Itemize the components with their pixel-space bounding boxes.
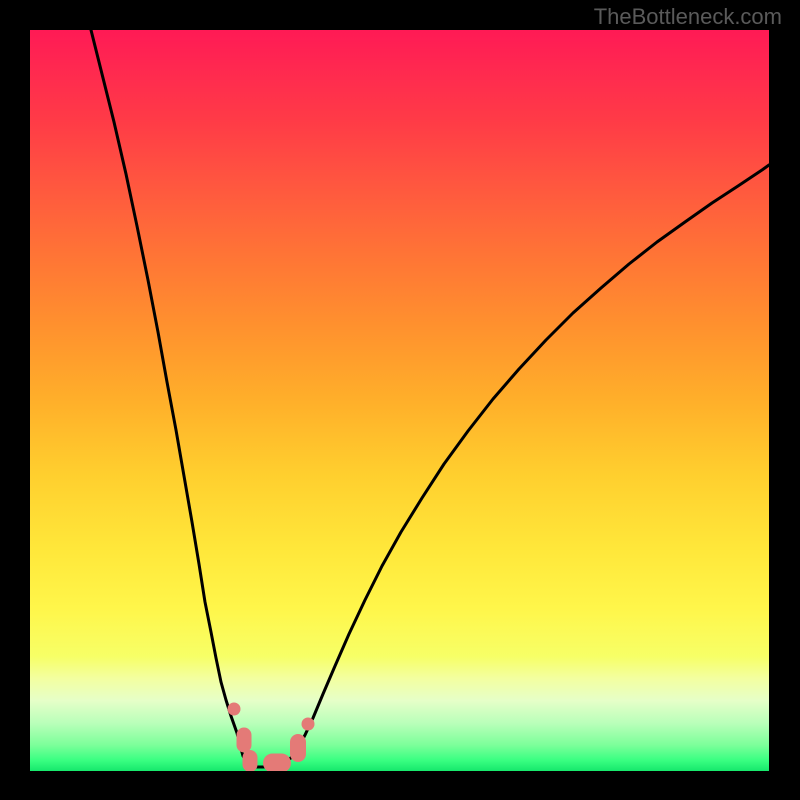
data-marker-4 xyxy=(290,734,306,762)
curve-left-branch xyxy=(91,30,293,767)
data-marker-0 xyxy=(228,703,241,716)
data-marker-1 xyxy=(237,728,252,753)
data-marker-5 xyxy=(302,718,315,731)
plot-area xyxy=(30,30,769,771)
bottleneck-curve xyxy=(30,30,769,771)
curve-right-branch xyxy=(293,165,769,756)
data-marker-3 xyxy=(263,754,291,772)
frame-border-right xyxy=(769,0,800,800)
data-marker-2 xyxy=(243,750,258,771)
frame-border-left xyxy=(0,0,30,800)
frame-border-bottom xyxy=(0,771,800,800)
watermark-text: TheBottleneck.com xyxy=(594,4,782,30)
